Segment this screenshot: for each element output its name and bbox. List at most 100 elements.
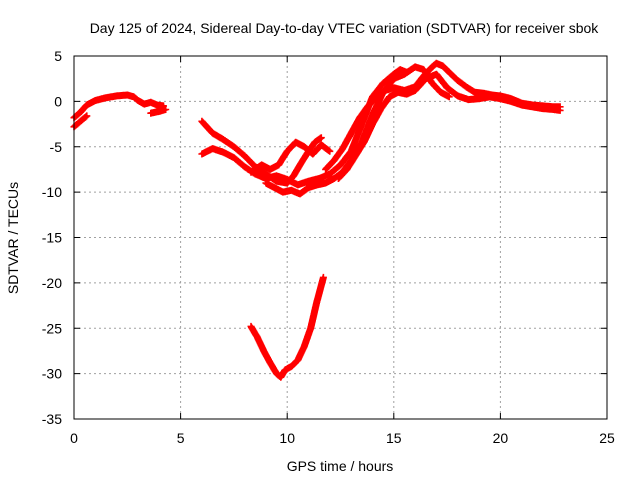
data-point: [85, 103, 88, 107]
x-tick-label: 10: [279, 430, 295, 446]
data-point: [273, 186, 276, 189]
data-point: [279, 376, 283, 379]
data-point: [298, 192, 302, 196]
data-point: [413, 65, 417, 69]
data-point: [488, 95, 491, 99]
data-point: [531, 105, 534, 109]
data-point: [164, 108, 167, 111]
x-tick-label: 15: [386, 430, 402, 446]
data-point: [104, 96, 108, 99]
data-point: [422, 68, 425, 71]
data-point: [264, 181, 268, 185]
data-point: [262, 349, 265, 353]
data-point: [349, 150, 353, 153]
data-point: [482, 92, 485, 95]
data-point: [315, 299, 319, 303]
data-point: [392, 77, 395, 80]
data-point: [371, 113, 374, 117]
data-point: [264, 172, 268, 176]
data-point: [309, 327, 312, 330]
x-axis-label: GPS time / hours: [287, 458, 394, 474]
data-point: [200, 152, 204, 156]
data-point: [243, 165, 246, 168]
y-tick-label: -5: [50, 139, 63, 155]
data-point: [371, 122, 374, 126]
data-point: [222, 138, 225, 141]
data-point: [328, 150, 332, 153]
data-point: [136, 99, 140, 102]
data-point: [541, 107, 545, 110]
data-point: [349, 131, 353, 135]
data-point: [149, 111, 152, 115]
data-point: [499, 97, 502, 100]
data-point: [290, 365, 293, 368]
series-arc-3: [147, 106, 170, 117]
data-point: [337, 177, 340, 180]
y-tick-label: -20: [42, 275, 62, 291]
data-point: [358, 116, 361, 119]
data-point: [345, 168, 349, 171]
data-point: [264, 177, 268, 180]
data-point: [375, 95, 378, 99]
data-point: [275, 174, 278, 177]
data-point: [398, 68, 402, 71]
data-point: [307, 186, 310, 189]
y-axis-label: SDTVAR / TECUs: [5, 182, 21, 294]
series-arc-5: [198, 66, 411, 189]
data-point: [341, 147, 344, 150]
data-point: [94, 99, 97, 102]
chart-title: Day 125 of 2024, Sidereal Day-to-day VTE…: [90, 20, 600, 36]
y-tick-label: 0: [54, 93, 62, 109]
data-point: [243, 154, 246, 158]
data-point: [448, 71, 451, 74]
data-point: [268, 361, 272, 364]
data-series: [70, 59, 564, 381]
data-point: [456, 79, 459, 82]
y-tick-label: -25: [42, 320, 62, 336]
data-point: [509, 100, 513, 103]
data-point: [249, 325, 253, 328]
data-point-markers: [198, 66, 411, 189]
data-point: [381, 82, 385, 85]
data-point: [445, 86, 449, 89]
data-point: [232, 156, 236, 159]
data-point: [132, 95, 135, 99]
data-point: [439, 91, 442, 94]
data-point: [286, 150, 289, 153]
data-point: [275, 180, 278, 183]
data-point: [294, 141, 297, 144]
data-point: [260, 163, 263, 167]
data-point: [424, 77, 427, 80]
data-point: [435, 62, 438, 65]
data-point: [558, 109, 562, 112]
data-point: [322, 276, 325, 279]
data-point: [392, 86, 395, 89]
data-point: [354, 154, 357, 158]
data-point: [320, 143, 323, 147]
data-point: [298, 163, 302, 167]
data-point: [115, 94, 118, 98]
data-point: [149, 101, 152, 104]
data-point: [268, 168, 272, 171]
data-point: [552, 108, 555, 111]
data-point: [200, 120, 204, 123]
data-point: [290, 189, 293, 192]
data-point: [413, 89, 417, 92]
data-point: [232, 145, 236, 148]
data-point: [403, 72, 406, 76]
x-tick-label: 25: [599, 430, 615, 446]
data-point: [384, 89, 387, 92]
data-point: [286, 178, 289, 181]
data-point: [79, 111, 82, 114]
y-tick-label: -15: [42, 230, 62, 246]
data-point: [477, 97, 481, 100]
data-point: [222, 150, 225, 154]
data-point: [303, 345, 306, 348]
x-tick-label: 5: [177, 430, 185, 446]
data-point: [456, 94, 459, 98]
data-point: [435, 72, 438, 76]
data-point: [85, 114, 88, 118]
series-arc-10: [247, 273, 327, 381]
data-point: [275, 372, 278, 375]
